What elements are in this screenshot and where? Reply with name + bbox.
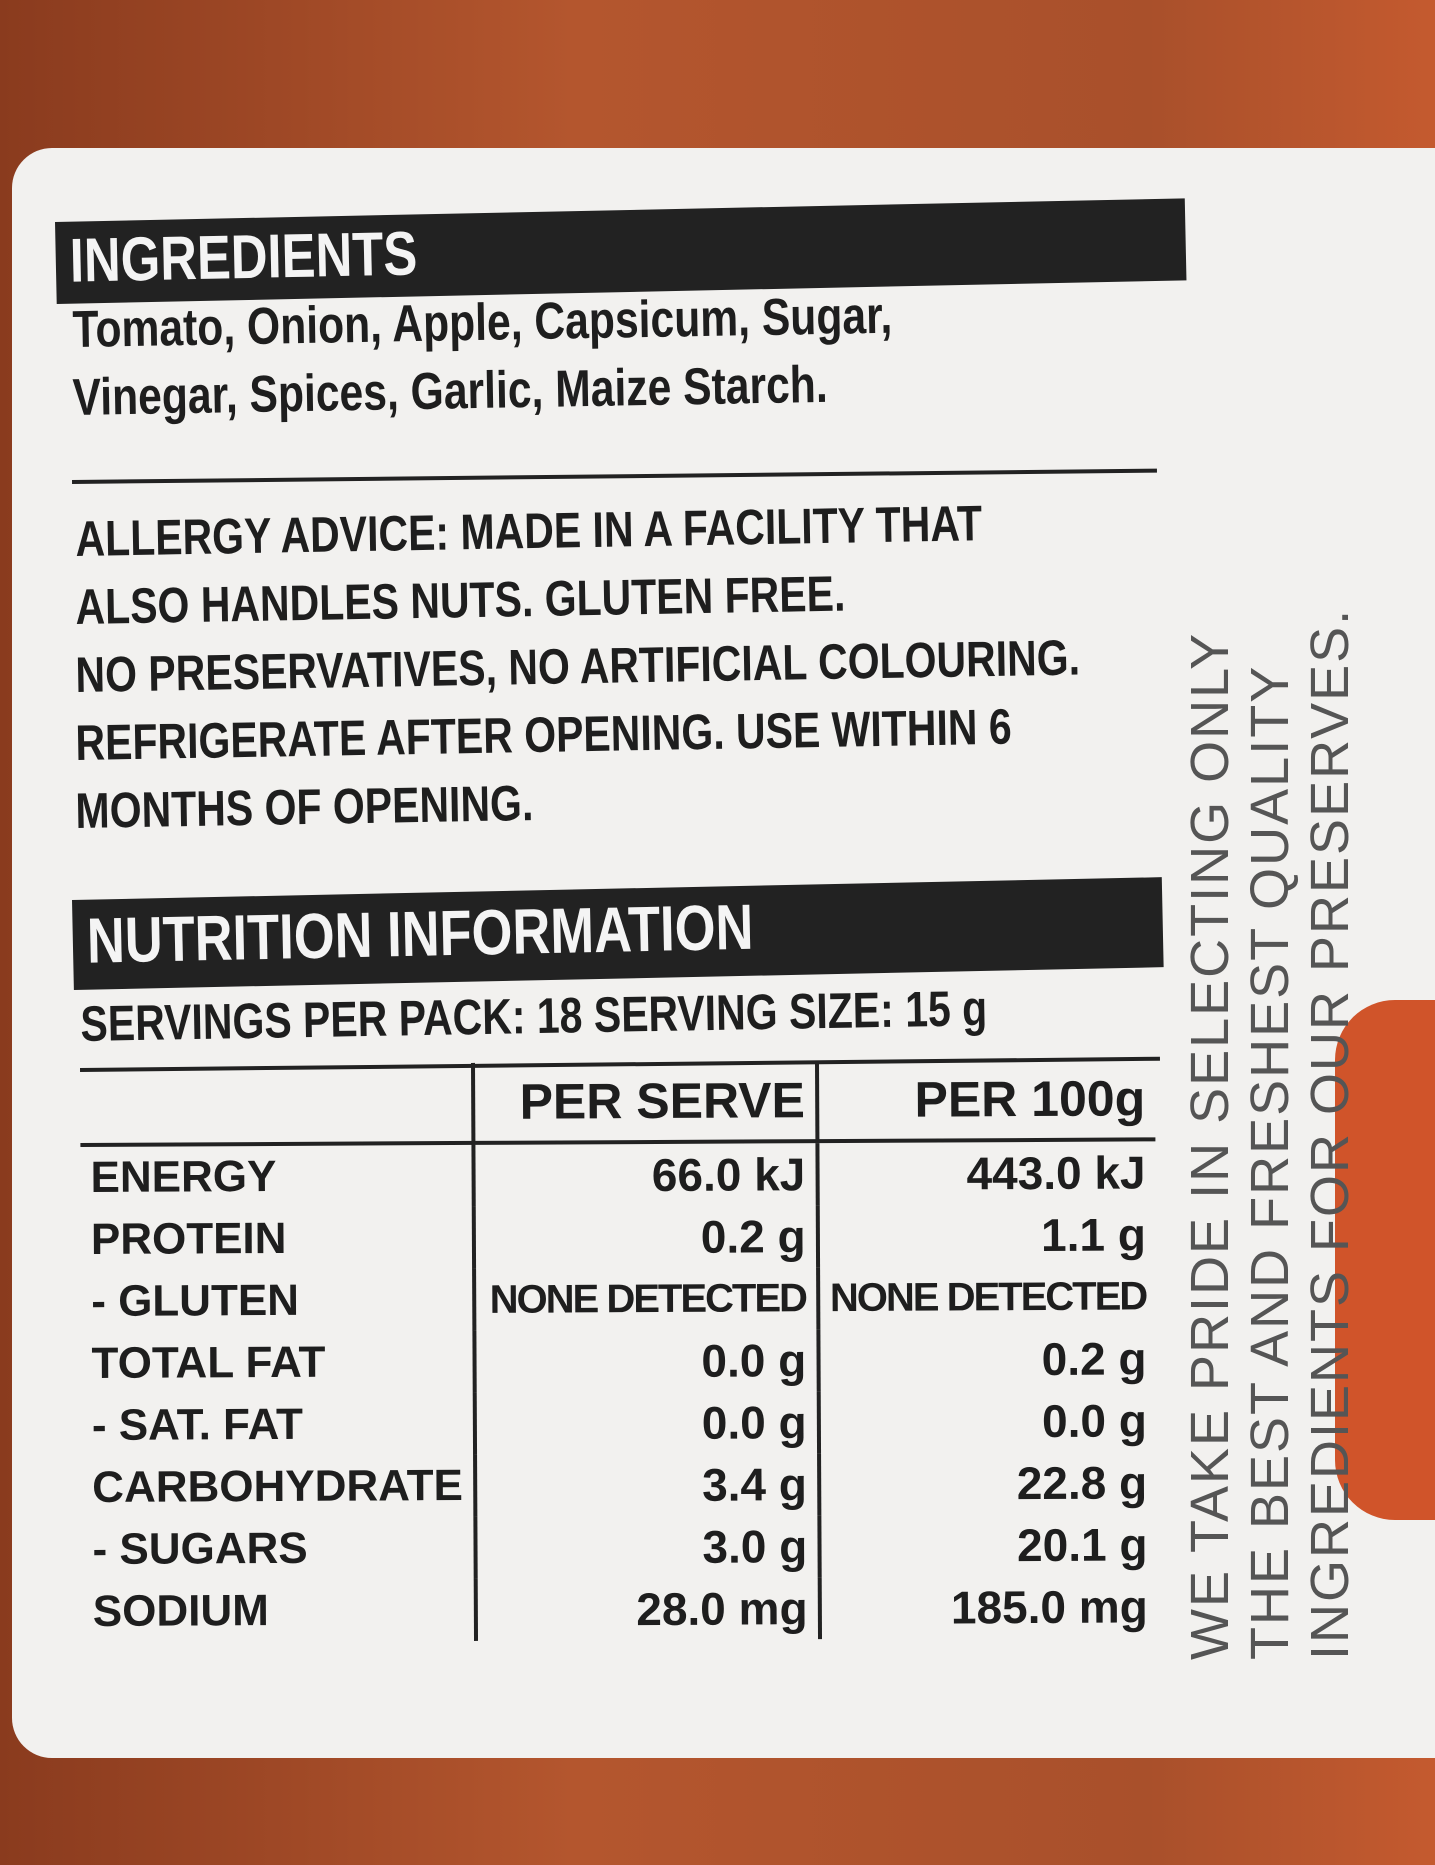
per-serve-value: 0.0 g xyxy=(474,1329,819,1393)
nutrition-table: PER SERVE PER 100g ENERGY 66.0 kJ 443.0 kJ… xyxy=(80,1059,1158,1643)
per-serve-value: 0.0 g xyxy=(474,1391,819,1455)
table-row: - GLUTEN NONE DETECTED NONE DETECTED xyxy=(81,1265,1156,1333)
nutrient-name: SODIUM xyxy=(82,1578,476,1643)
table-row: PROTEIN 0.2 g 1.1 g xyxy=(80,1203,1156,1271)
per-100g-value: 22.8 g xyxy=(1016,1456,1148,1510)
nutrient-name: - GLUTEN xyxy=(81,1268,475,1333)
per-100g-value: NONE DETECTED xyxy=(829,1274,1147,1321)
per-100g-value: 1.1 g xyxy=(1040,1208,1147,1261)
column-header-per-100g: PER 100g xyxy=(816,1059,1156,1142)
column-header xyxy=(80,1062,474,1145)
per-100g-value: 185.0 mg xyxy=(950,1580,1148,1634)
column-header-per-serve: PER SERVE xyxy=(472,1061,818,1143)
nutrient-name: CARBOHYDRATE xyxy=(82,1454,476,1519)
side-text-line: WE TAKE PRIDE IN SELECTING ONLY xyxy=(1180,631,1240,1660)
table-row: SODIUM 28.0 mg 185.0 mg xyxy=(82,1575,1158,1643)
table-row: - SAT. FAT 0.0 g 0.0 g xyxy=(81,1389,1157,1457)
per-100g-value: 0.2 g xyxy=(1041,1332,1147,1385)
nutrient-name: - SUGARS xyxy=(82,1516,476,1581)
per-serve-value: 3.0 g xyxy=(475,1515,820,1579)
nutrition-heading: NUTRITION INFORMATION xyxy=(86,890,755,977)
nutrient-name: TOTAL FAT xyxy=(81,1330,475,1395)
per-serve-value: 28.0 mg xyxy=(475,1577,820,1641)
nutrient-name: ENERGY xyxy=(80,1142,474,1209)
table-header-row: PER SERVE PER 100g xyxy=(80,1059,1156,1145)
nutrient-name: PROTEIN xyxy=(80,1206,474,1271)
table-row: TOTAL FAT 0.0 g 0.2 g xyxy=(81,1327,1156,1395)
side-text-line: INGREDIENTS FOR OUR PRESERVES. xyxy=(1300,607,1360,1660)
side-text-line: THE BEST AND FRESHEST QUALITY xyxy=(1240,664,1300,1660)
nutrient-name: - SAT. FAT xyxy=(81,1392,475,1457)
per-100g-value: 0.0 g xyxy=(1041,1394,1147,1447)
side-statement: WE TAKE PRIDE IN SELECTING ONLY THE BEST… xyxy=(1180,608,1360,1660)
ingredients-heading: INGREDIENTS xyxy=(69,219,418,296)
per-serve-value: 66.0 kJ xyxy=(473,1141,818,1207)
advice-text: MONTHS OF OPENING. xyxy=(75,775,534,839)
per-serve-value: 0.2 g xyxy=(473,1205,818,1269)
table-row: CARBOHYDRATE 3.4 g 22.8 g xyxy=(82,1451,1157,1519)
label-edge-cutout xyxy=(1335,1000,1435,1520)
table-row: ENERGY 66.0 kJ 443.0 kJ xyxy=(80,1139,1155,1209)
per-100g-value: 20.1 g xyxy=(1016,1518,1148,1572)
per-100g-value: 443.0 kJ xyxy=(966,1146,1146,1200)
per-serve-value: NONE DETECTED xyxy=(473,1267,819,1331)
table-row: - SUGARS 3.0 g 20.1 g xyxy=(82,1513,1157,1581)
per-serve-value: 3.4 g xyxy=(474,1453,820,1517)
